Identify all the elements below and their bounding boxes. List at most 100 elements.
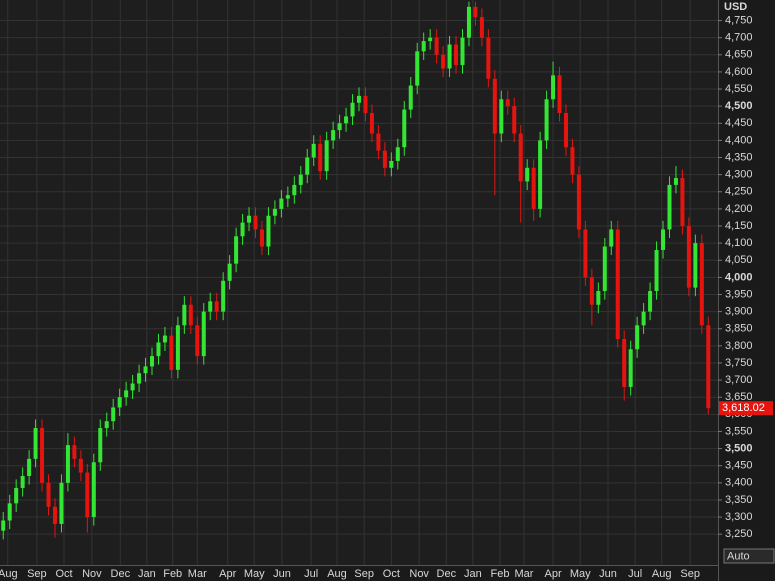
y-tick-label: 4,700 bbox=[725, 32, 753, 44]
candle-body bbox=[551, 75, 556, 100]
candle-body bbox=[389, 160, 394, 168]
plot-area bbox=[0, 0, 718, 565]
candle-body bbox=[589, 277, 594, 305]
candle-body bbox=[376, 133, 381, 151]
auto-button-label[interactable]: Auto bbox=[727, 550, 750, 562]
candle-body bbox=[214, 301, 219, 312]
candle-body bbox=[402, 109, 407, 148]
y-tick-label: 4,500 bbox=[725, 100, 753, 112]
y-tick-label: 3,550 bbox=[725, 425, 753, 437]
candle-body bbox=[285, 195, 290, 199]
x-tick-label: Nov bbox=[409, 568, 429, 580]
candle-body bbox=[175, 325, 180, 370]
candle-body bbox=[33, 428, 38, 459]
candle-body bbox=[602, 246, 607, 292]
candle-body bbox=[563, 113, 568, 148]
candle-body bbox=[46, 482, 51, 507]
candle-body bbox=[673, 178, 678, 185]
x-tick-label: Apr bbox=[219, 568, 236, 580]
candle-body bbox=[20, 475, 25, 488]
candle-body bbox=[544, 99, 549, 141]
y-tick-label: 4,650 bbox=[725, 49, 753, 61]
x-tick-label: Apr bbox=[544, 568, 561, 580]
candle-body bbox=[693, 243, 698, 288]
candle-body bbox=[253, 215, 258, 230]
candle-body bbox=[415, 51, 420, 86]
candle-body bbox=[143, 366, 148, 374]
candle-body bbox=[156, 342, 161, 357]
x-tick-label: Jul bbox=[628, 568, 642, 580]
y-tick-label: 4,000 bbox=[725, 271, 753, 283]
x-tick-label: Aug bbox=[327, 568, 347, 580]
x-tick-label: Feb bbox=[163, 568, 182, 580]
candle-body bbox=[344, 116, 349, 124]
candle-body bbox=[169, 335, 174, 370]
y-tick-label: 4,200 bbox=[725, 203, 753, 215]
candle-body bbox=[518, 133, 523, 182]
candle-body bbox=[7, 503, 12, 521]
y-tick-label: 3,950 bbox=[725, 288, 753, 300]
candle-body bbox=[369, 113, 374, 134]
x-tick-label: Dec bbox=[111, 568, 131, 580]
candle-body bbox=[531, 167, 536, 209]
y-tick-label: 4,550 bbox=[725, 83, 753, 95]
candle-body bbox=[512, 106, 517, 134]
candle-body bbox=[680, 178, 685, 226]
y-tick-label: 4,350 bbox=[725, 151, 753, 163]
x-tick-label: Nov bbox=[82, 568, 102, 580]
candle-body bbox=[266, 215, 271, 247]
candle-body bbox=[52, 506, 57, 524]
candle-body bbox=[648, 291, 653, 312]
candle-body bbox=[162, 335, 167, 343]
candle-body bbox=[661, 229, 666, 250]
candle-body bbox=[428, 37, 433, 42]
candle-body bbox=[188, 304, 193, 326]
candle-body bbox=[311, 143, 316, 158]
y-tick-label: 4,250 bbox=[725, 186, 753, 198]
candle-body bbox=[117, 397, 122, 408]
candle-body bbox=[111, 407, 116, 422]
y-tick-label: 3,350 bbox=[725, 494, 753, 506]
y-tick-label: 3,800 bbox=[725, 340, 753, 352]
x-tick-label: Oct bbox=[55, 568, 72, 580]
candle-body bbox=[479, 17, 484, 38]
last-price-label: 3,618.02 bbox=[722, 402, 765, 414]
candle-body bbox=[124, 390, 129, 398]
x-tick-label: Oct bbox=[383, 568, 400, 580]
x-tick-label: Jul bbox=[304, 568, 318, 580]
y-tick-label: 3,900 bbox=[725, 306, 753, 318]
candle-body bbox=[628, 349, 633, 387]
candle-body bbox=[195, 325, 200, 357]
candle-body bbox=[699, 243, 704, 326]
candle-body bbox=[247, 215, 252, 223]
y-tick-label: 4,050 bbox=[725, 254, 753, 266]
candle-body bbox=[460, 37, 465, 66]
candle-body bbox=[686, 226, 691, 288]
candle-body bbox=[466, 6, 471, 38]
candle-body bbox=[279, 198, 284, 209]
y-tick-label: 4,300 bbox=[725, 169, 753, 181]
candle-body bbox=[137, 373, 142, 384]
auto-button[interactable] bbox=[723, 548, 775, 564]
candle-body bbox=[208, 301, 213, 312]
y-tick-label: 3,250 bbox=[725, 528, 753, 540]
candle-body bbox=[382, 150, 387, 168]
candle-body bbox=[654, 249, 659, 292]
candle-body bbox=[635, 325, 640, 350]
candle-body bbox=[150, 356, 155, 367]
x-tick-label: Sep bbox=[354, 568, 374, 580]
candle-body bbox=[486, 37, 491, 79]
candle-body bbox=[583, 229, 588, 278]
candle-body bbox=[259, 229, 264, 247]
candle-body bbox=[324, 140, 329, 172]
candle-body bbox=[72, 445, 77, 459]
x-tick-label: Aug bbox=[652, 568, 672, 580]
y-tick-label: 3,500 bbox=[725, 442, 753, 454]
y-tick-label: 4,150 bbox=[725, 220, 753, 232]
candle-body bbox=[350, 102, 355, 117]
candle-body bbox=[706, 325, 711, 409]
candle-body bbox=[227, 263, 232, 281]
candle-body bbox=[363, 95, 368, 113]
candle-body bbox=[570, 147, 575, 175]
